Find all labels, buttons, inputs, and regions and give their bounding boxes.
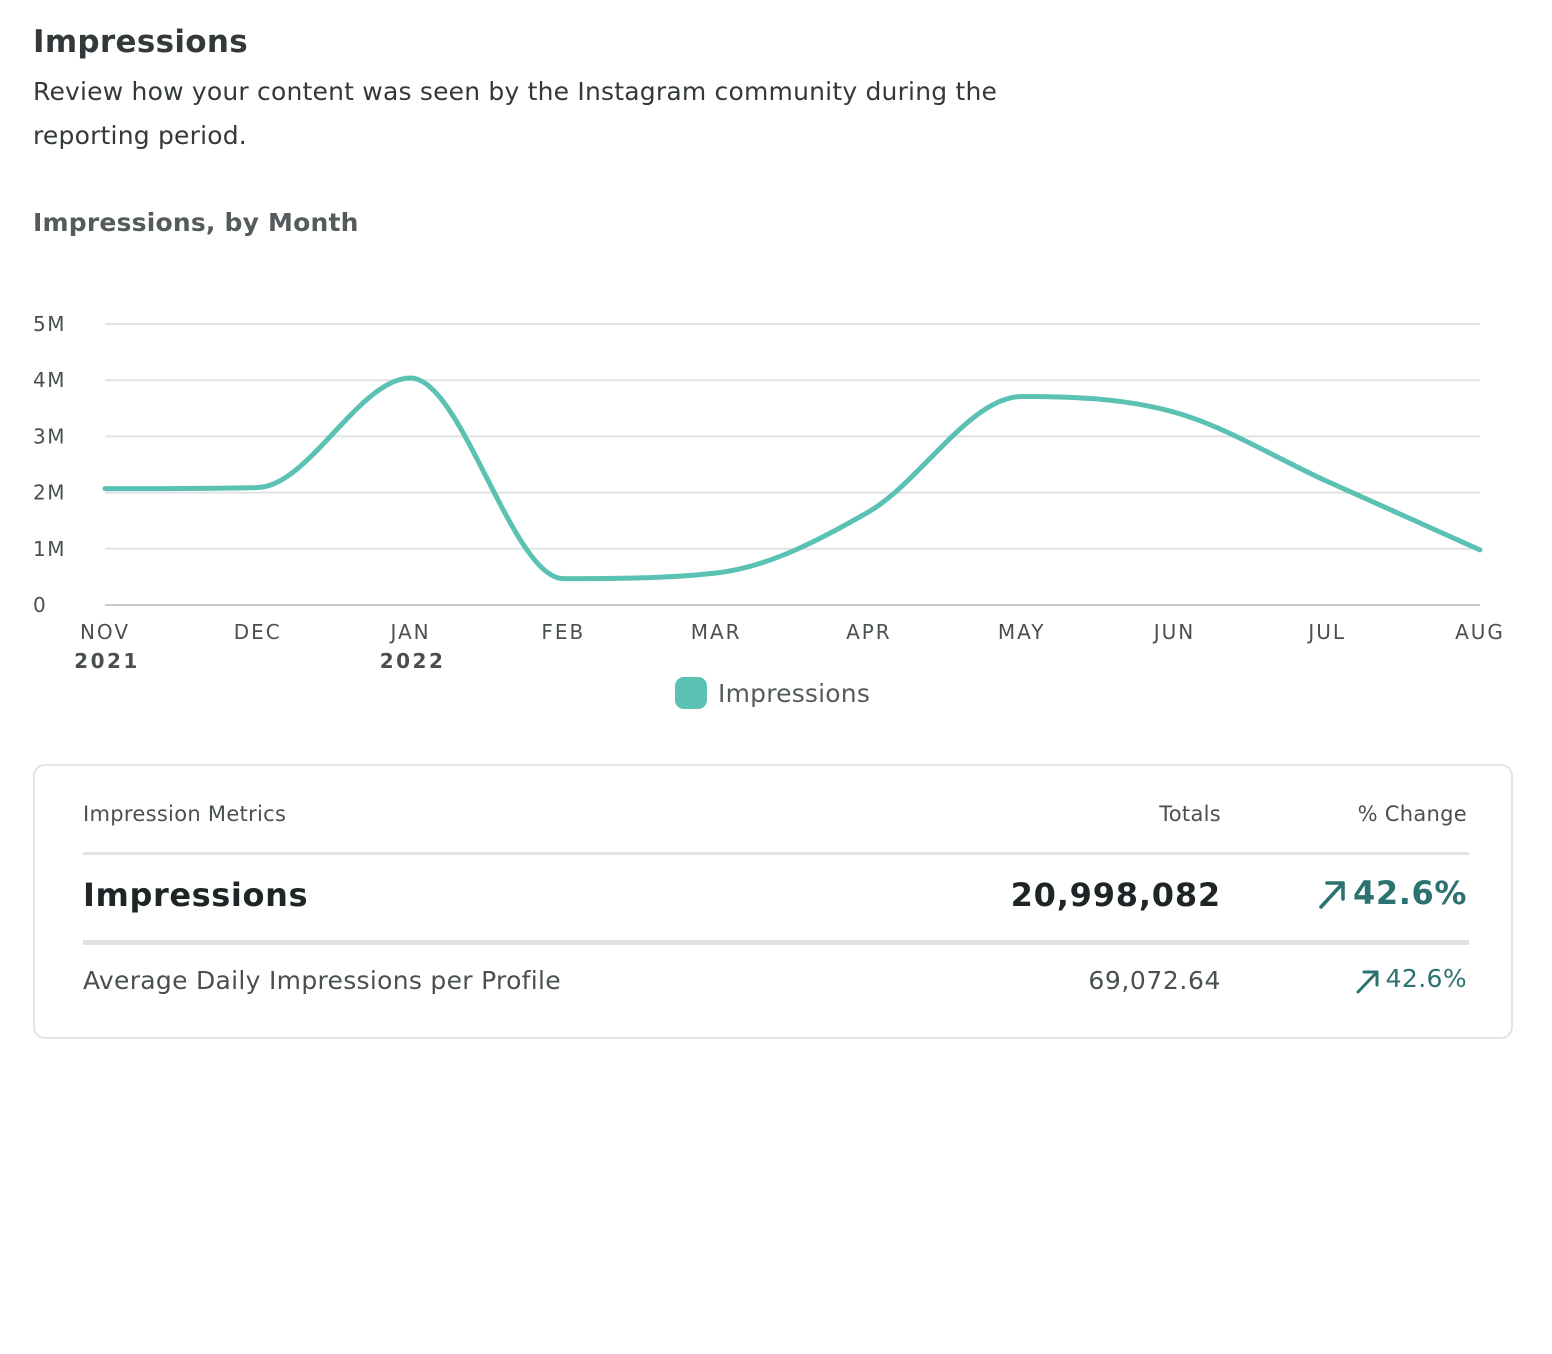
x-tick-label: NOV	[80, 620, 130, 644]
y-tick-label: 5M	[33, 312, 66, 336]
x-tick-label: AUG	[1455, 620, 1505, 644]
metric-name: Impressions	[83, 876, 309, 914]
impression-metrics-table: Impression Metrics Totals % Change Impre…	[33, 764, 1513, 1039]
metric-percent-change: 42.6%	[1352, 874, 1467, 912]
x-tick-label: MAY	[998, 620, 1046, 644]
x-tick-label: JUL	[1306, 620, 1346, 644]
table-row: Average Daily Impressions per Profile 69…	[83, 964, 1467, 1002]
y-tick-label: 0	[33, 593, 47, 617]
page-description: Review how your content was seen by the …	[33, 77, 998, 150]
arrow-up-right-icon	[1356, 970, 1379, 994]
metric-total: 20,998,082	[1010, 876, 1221, 914]
page-title: Impressions	[33, 24, 248, 60]
arrow-up-right-icon	[1319, 881, 1345, 909]
y-tick-label: 3M	[33, 424, 66, 448]
table-header-row: Impression Metrics Totals % Change	[83, 802, 1467, 832]
x-tick-label: JAN	[388, 620, 430, 644]
chart-legend: Impressions	[675, 677, 870, 709]
header-divider	[83, 852, 1469, 855]
header-percent-change: % Change	[1357, 802, 1467, 826]
x-tick-label: DEC	[234, 620, 282, 644]
y-tick-label: 2M	[33, 481, 66, 505]
table-row: Impressions 20,998,082 42.6%	[83, 874, 1467, 920]
x-year-label: 2022	[380, 649, 446, 673]
legend-label: Impressions	[718, 678, 871, 708]
header-metric-name: Impression Metrics	[83, 802, 287, 826]
metric-percent-change: 42.6%	[1385, 964, 1467, 993]
x-year-label: 2021	[74, 649, 140, 673]
series-line-impressions	[102, 375, 1483, 582]
impressions-line-chart: 0 1M 2M 3M 4M 5M NOV 2021 DEC JAN 2022 FEB MAR APR MAY…	[33, 312, 1505, 673]
x-tick-label: MAR	[691, 620, 742, 644]
legend-swatch	[675, 677, 707, 709]
x-tick-label: JUN	[1152, 620, 1196, 644]
chart-title: Impressions, by Month	[33, 208, 359, 237]
x-tick-label: APR	[846, 620, 892, 644]
metric-name: Average Daily Impressions per Profile	[83, 966, 561, 995]
y-tick-label: 4M	[33, 368, 66, 392]
row-divider	[83, 940, 1469, 945]
y-tick-label: 1M	[33, 537, 66, 561]
metric-total: 69,072.64	[1088, 966, 1221, 995]
header-totals: Totals	[1159, 802, 1221, 826]
x-tick-label: FEB	[541, 620, 585, 644]
